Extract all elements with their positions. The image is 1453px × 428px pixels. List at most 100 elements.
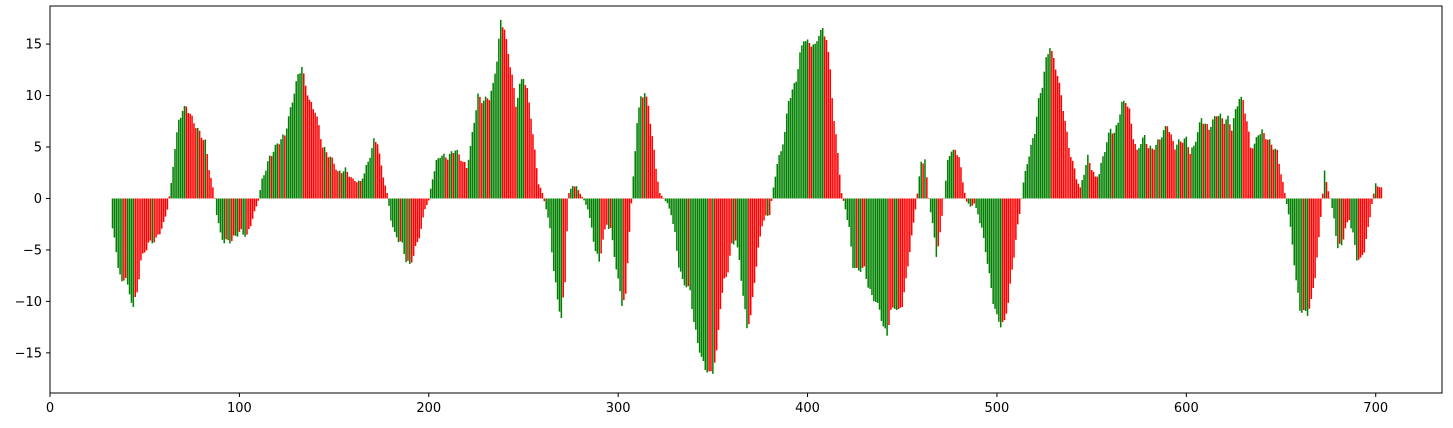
bar: [642, 97, 644, 199]
bar: [1039, 93, 1042, 199]
bar: [1219, 113, 1222, 199]
bar: [119, 198, 121, 275]
bar: [1268, 139, 1271, 199]
bar: [348, 176, 350, 199]
bar: [833, 121, 835, 199]
bar: [1212, 119, 1214, 199]
bar: [1327, 191, 1330, 199]
bar: [1359, 198, 1362, 258]
bar: [446, 159, 449, 199]
bar: [1191, 147, 1193, 199]
bar: [164, 198, 167, 217]
bar: [1087, 154, 1089, 199]
bar: [660, 195, 663, 199]
bar: [1136, 149, 1138, 199]
bar: [547, 198, 549, 218]
bar: [357, 180, 360, 199]
bar: [589, 198, 591, 218]
bar: [946, 159, 949, 199]
bar: [867, 198, 869, 288]
bar: [1299, 198, 1301, 311]
bar: [571, 186, 574, 199]
bar: [806, 39, 809, 199]
bar: [632, 176, 635, 199]
bar: [628, 198, 631, 232]
bar: [443, 153, 445, 199]
bar: [683, 198, 686, 286]
bar: [335, 169, 337, 199]
bar: [736, 198, 739, 248]
bar: [621, 198, 623, 306]
bar: [888, 198, 890, 325]
bar: [600, 198, 602, 254]
bar: [535, 168, 538, 199]
bar: [441, 155, 443, 199]
bar: [734, 198, 737, 241]
bar: [1267, 139, 1269, 199]
bar: [816, 41, 818, 199]
bar: [931, 198, 934, 224]
bar: [1251, 148, 1254, 199]
bar: [386, 192, 388, 199]
bar: [460, 160, 462, 199]
bar: [1320, 198, 1322, 217]
bar: [1096, 176, 1099, 199]
bar: [1126, 106, 1129, 199]
bar: [1121, 101, 1123, 199]
bar: [986, 198, 989, 264]
bar: [361, 178, 364, 199]
bar: [251, 198, 254, 219]
bar: [579, 193, 582, 199]
bar: [166, 198, 169, 210]
bar: [1229, 124, 1231, 199]
bar: [674, 198, 676, 232]
x-tick-label: 0: [46, 401, 54, 416]
bar: [320, 139, 322, 199]
bar: [187, 113, 190, 199]
bar: [594, 198, 597, 252]
bar: [768, 198, 771, 216]
bar: [155, 198, 157, 238]
x-tick-label: 400: [795, 401, 820, 416]
bar: [905, 198, 907, 279]
bar: [1276, 149, 1278, 199]
bar: [390, 198, 392, 221]
bar: [1003, 198, 1006, 321]
bar: [331, 157, 333, 199]
bar: [624, 198, 627, 294]
bar: [679, 198, 682, 272]
bar: [498, 38, 500, 199]
plot-frame: [49, 5, 1443, 394]
bar: [1352, 198, 1354, 233]
bar: [532, 134, 534, 199]
bar: [439, 157, 441, 199]
bar: [414, 198, 417, 247]
x-tick-label: 200: [416, 401, 441, 416]
bar: [1015, 198, 1017, 240]
bar: [342, 171, 345, 199]
bar: [492, 82, 494, 199]
bar: [325, 152, 328, 199]
bar: [407, 198, 409, 261]
bar: [356, 182, 358, 199]
bar: [424, 198, 426, 210]
bar: [852, 198, 854, 268]
bar: [225, 198, 227, 240]
bar: [303, 73, 305, 199]
bar: [409, 198, 411, 264]
bar: [687, 198, 689, 287]
bar: [854, 198, 856, 269]
bar: [1371, 198, 1373, 204]
bar: [577, 190, 580, 199]
bar: [1284, 193, 1286, 199]
bar: [181, 110, 184, 199]
bar: [837, 153, 839, 199]
bar: [556, 198, 559, 300]
bar: [666, 198, 669, 204]
bar: [1348, 198, 1350, 221]
bar: [1293, 198, 1296, 266]
bar: [702, 198, 705, 362]
bar: [587, 198, 589, 210]
bar: [882, 198, 885, 327]
bar: [1302, 198, 1305, 311]
